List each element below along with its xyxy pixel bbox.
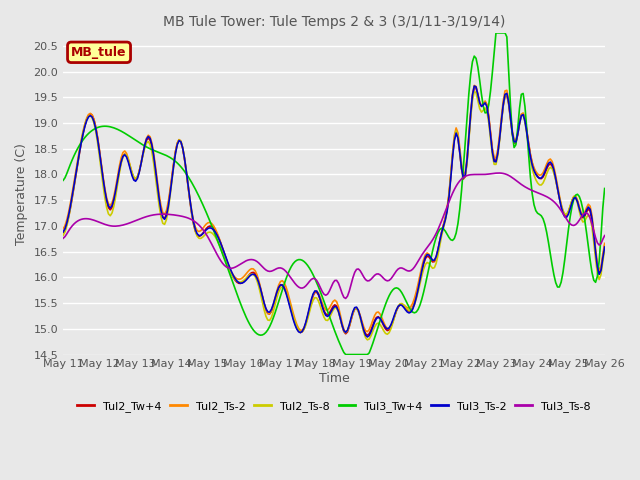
X-axis label: Time: Time (319, 372, 349, 385)
Title: MB Tule Tower: Tule Temps 2 & 3 (3/1/11-3/19/14): MB Tule Tower: Tule Temps 2 & 3 (3/1/11-… (163, 15, 505, 29)
Text: MB_tule: MB_tule (71, 46, 127, 59)
Legend: Tul2_Tw+4, Tul2_Ts-2, Tul2_Ts-8, Tul3_Tw+4, Tul3_Ts-2, Tul3_Ts-8: Tul2_Tw+4, Tul2_Ts-2, Tul2_Ts-8, Tul3_Tw… (73, 397, 595, 417)
Y-axis label: Temperature (C): Temperature (C) (15, 143, 28, 245)
